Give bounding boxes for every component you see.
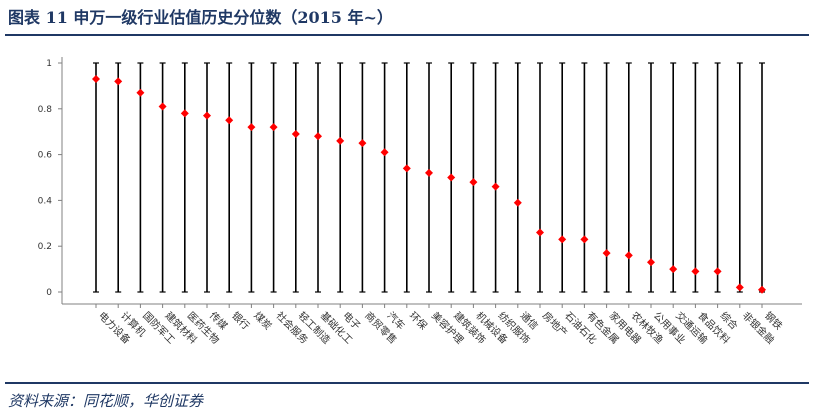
y-tick-label: 0.6 (38, 151, 53, 161)
data-point (469, 178, 478, 187)
data-point (158, 102, 167, 111)
data-point (269, 123, 278, 132)
data-point (491, 182, 500, 191)
data-point (647, 258, 655, 267)
bottom-rule (5, 382, 809, 384)
x-axis (62, 303, 802, 308)
data-point (92, 75, 100, 84)
data-point (425, 168, 433, 177)
y-tick-label: 0.2 (38, 242, 52, 252)
data-point (225, 116, 234, 125)
data-point (380, 148, 389, 157)
category-label: 银行 (229, 309, 252, 332)
data-point (580, 235, 589, 244)
data-point (602, 249, 611, 258)
category-label: 环保 (407, 309, 430, 332)
y-axis: 0 0.2 0.4 0.6 0.8 1 (38, 57, 63, 304)
data-point (558, 235, 567, 244)
data-point (758, 285, 766, 294)
category-labels: 电力设备计算机国防军工建筑材料医药生物传媒 银行 煤炭 社会服务轻工制造基础化工电子商… (96, 309, 785, 346)
data-point (247, 123, 256, 132)
data-point (136, 88, 145, 97)
data-point (402, 164, 411, 173)
data-point (180, 109, 189, 118)
data-point (447, 173, 456, 182)
y-tick-label: 1 (46, 59, 52, 69)
data-point (314, 132, 322, 141)
category-label: 煤炭 (251, 309, 274, 332)
data-point (624, 251, 633, 260)
source-note: 资料来源：同花顺，华创证券 (8, 392, 204, 410)
y-tick-label: 0.8 (38, 105, 53, 115)
top-rule (5, 34, 809, 36)
data-point (536, 228, 544, 237)
data-point (291, 129, 300, 138)
data-point (669, 265, 678, 274)
range-lines (93, 62, 765, 293)
data-point (114, 77, 123, 86)
y-tick-label: 0 (46, 288, 52, 298)
y-tick-label: 0.4 (38, 196, 53, 206)
data-point (713, 267, 722, 276)
data-point (691, 267, 700, 276)
data-point (735, 283, 744, 292)
data-point (513, 198, 522, 207)
data-point (358, 139, 367, 148)
figure-title: 图表 11 申万一级行业估值历史分位数（2015 年~） (8, 8, 393, 27)
data-point (336, 136, 345, 145)
data-points (92, 75, 766, 294)
data-point (203, 111, 211, 120)
